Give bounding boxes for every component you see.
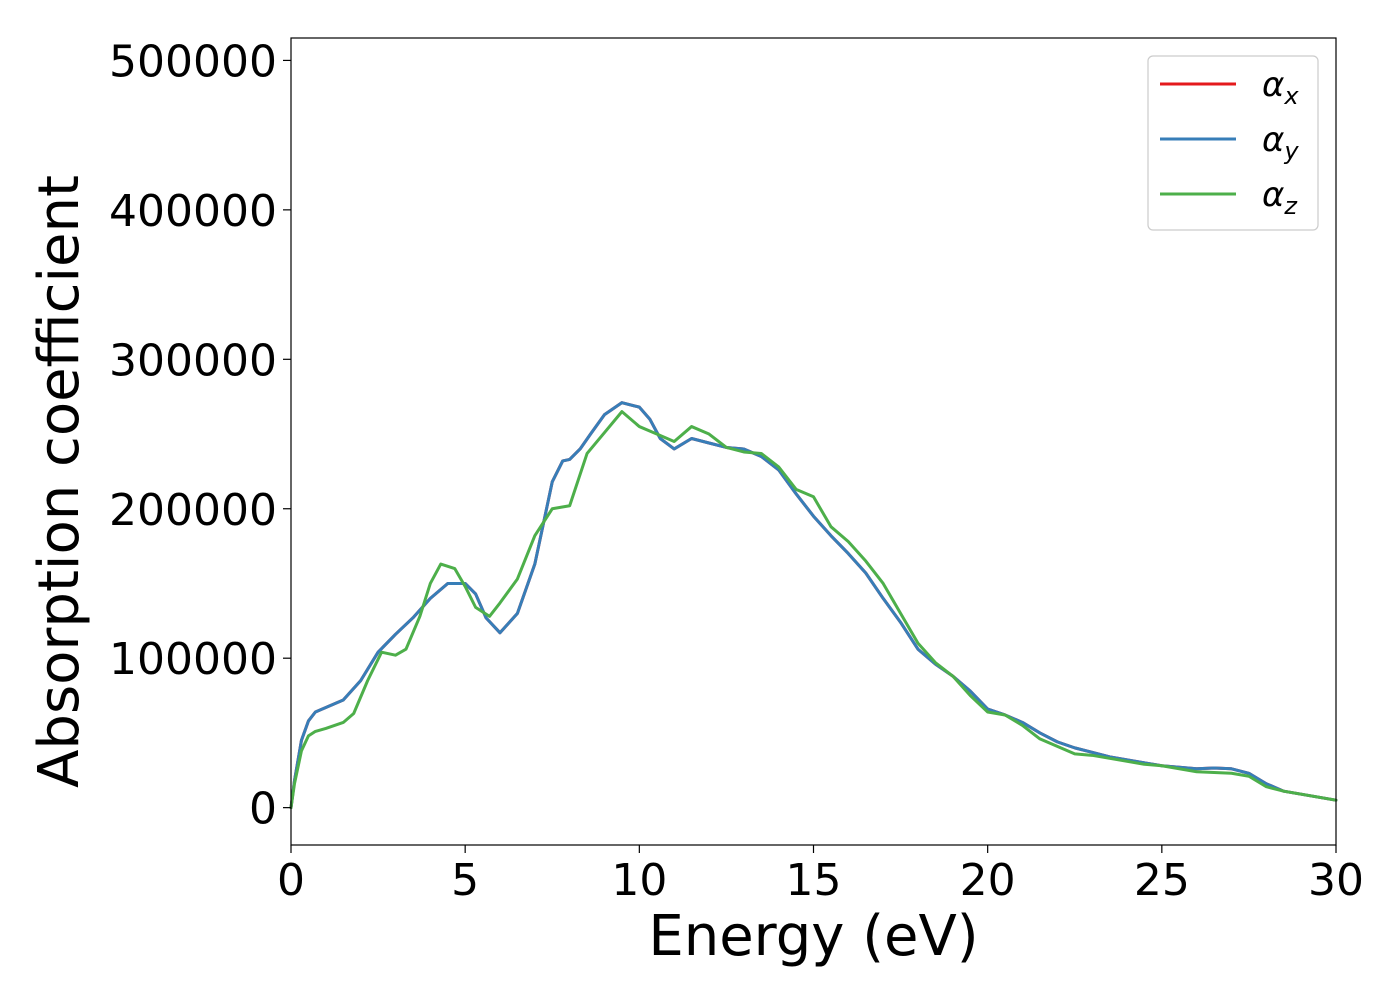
x-tick-label: 20	[960, 855, 1016, 906]
x-tick-label: 10	[611, 855, 667, 906]
legend-box	[1147, 55, 1319, 231]
y-tick-label: 300000	[109, 335, 277, 386]
y-axis: 0 100000 200000 300000 400000 500000	[109, 36, 291, 835]
y-tick-label: 100000	[109, 634, 277, 685]
y-axis-label: Absorption coefficient	[27, 175, 92, 788]
legend-label-x: αx	[1262, 65, 1299, 110]
legend-label-z: αz	[1262, 175, 1298, 220]
legend: αx αy αz	[1147, 55, 1319, 231]
x-tick-label: 30	[1308, 855, 1364, 906]
series-line-z	[289, 410, 1338, 810]
y-tick-label: 500000	[109, 36, 277, 87]
legend-label-y: αy	[1262, 120, 1299, 165]
y-tick-label: 200000	[109, 485, 277, 536]
series-line-x	[289, 401, 1338, 810]
x-tick-label: 5	[451, 855, 479, 906]
x-axis-label: Energy (eV)	[648, 904, 978, 969]
y-tick-label: 0	[249, 784, 277, 835]
y-tick-label: 400000	[109, 186, 277, 237]
x-tick-label: 0	[277, 855, 305, 906]
series-line-y	[289, 401, 1338, 810]
x-axis: 0 5 10 15 20 25 30	[277, 845, 1364, 906]
x-tick-label: 15	[786, 855, 842, 906]
x-tick-label: 25	[1134, 855, 1190, 906]
series-layer	[289, 401, 1338, 810]
